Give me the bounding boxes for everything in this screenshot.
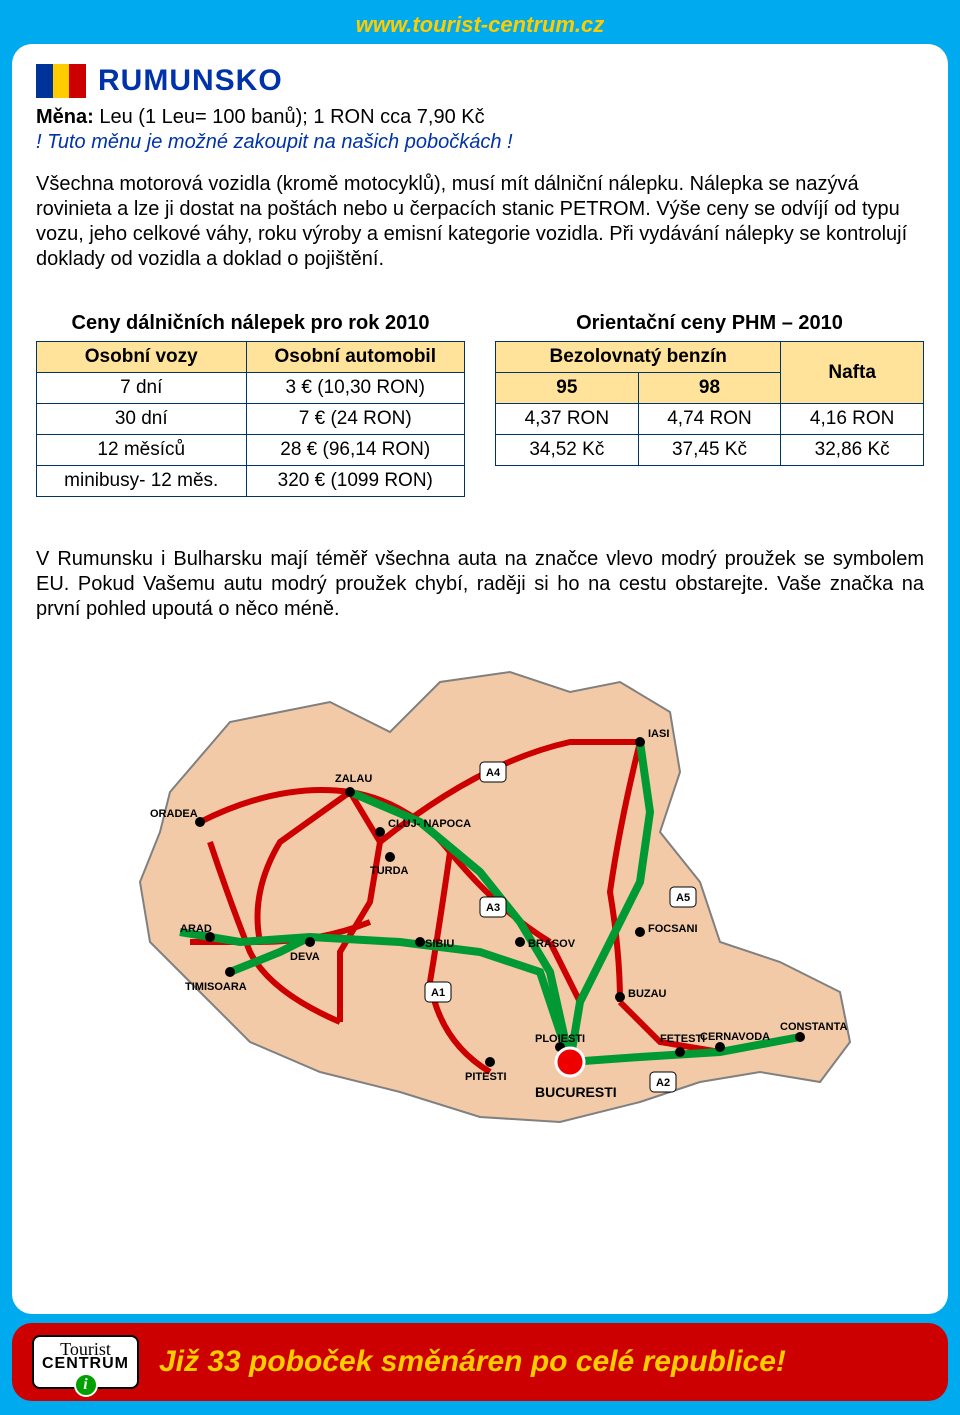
table2-sub-98: 98 [638,373,781,404]
romania-map: ORADEA ZALAU CLUJ- NAPOCA TURDA ARAD DEV… [36,642,924,1167]
svg-text:PLOIESTI: PLOIESTI [535,1033,585,1045]
svg-text:A2: A2 [656,1077,670,1089]
svg-text:BUCURESTI: BUCURESTI [535,1084,617,1100]
t1-cell: 7 dní [37,373,247,404]
svg-text:TIMISOARA: TIMISOARA [185,981,247,993]
table2-header-petrol: Bezolovnatý benzín [496,342,781,373]
t1-cell: 7 € (24 RON) [246,404,465,435]
t2-cell: 34,52 Kč [496,435,639,466]
t1-cell: 320 € (1099 RON) [246,466,465,497]
footer-slogan: Již 33 poboček směnáren po celé republic… [159,1345,786,1379]
header-url: www.tourist-centrum.cz [12,12,948,38]
table1-header-1: Osobní automobil [246,342,465,373]
t2-cell: 37,45 Kč [638,435,781,466]
svg-text:CONSTANTA: CONSTANTA [780,1021,847,1033]
svg-text:A4: A4 [486,767,501,779]
svg-text:ARAD: ARAD [180,923,212,935]
table1-header-0: Osobní vozy [37,342,247,373]
svg-text:CLUJ- NAPOCA: CLUJ- NAPOCA [388,818,471,830]
svg-text:A5: A5 [676,892,690,904]
table1-title: Ceny dálničních nálepek pro rok 2010 [36,312,465,335]
svg-text:BRASOV: BRASOV [528,938,576,950]
vignette-paragraph: Všechna motorová vozidla (kromě motocykl… [36,172,924,272]
t2-cell: 4,37 RON [496,404,639,435]
t2-cell: 4,74 RON [638,404,781,435]
svg-text:ZALAU: ZALAU [335,773,372,785]
svg-text:SIBIU: SIBIU [425,938,454,950]
t1-cell: 30 dní [37,404,247,435]
t1-cell: 3 € (10,30 RON) [246,373,465,404]
svg-text:IASI: IASI [648,728,669,740]
svg-text:A1: A1 [431,987,445,999]
currency-label: Měna: [36,106,94,128]
currency-info: Měna: Leu (1 Leu= 100 banů); 1 RON cca 7… [36,106,924,129]
fuel-prices-table: Bezolovnatý benzín Nafta 95 98 4,37 RON4… [495,341,924,466]
svg-text:FOCSANI: FOCSANI [648,923,698,935]
svg-text:BUZAU: BUZAU [628,988,667,1000]
table2-sub-95: 95 [496,373,639,404]
content-card: RUMUNSKO Měna: Leu (1 Leu= 100 banů); 1 … [12,44,948,1314]
svg-text:CERNAVODA: CERNAVODA [700,1031,770,1043]
t2-cell: 4,16 RON [781,404,924,435]
svg-text:ORADEA: ORADEA [150,808,198,820]
svg-text:TURDA: TURDA [370,865,409,877]
country-title: RUMUNSKO [98,64,283,98]
t1-cell: minibusy- 12 měs. [37,466,247,497]
vignette-prices-table: Osobní vozy Osobní automobil 7 dní3 € (1… [36,341,465,497]
purchase-note: ! Tuto měnu je možné zakoupit na našich … [36,131,924,154]
eu-plate-paragraph: V Rumunsku i Bulharsku mají téměř všechn… [36,547,924,622]
fuel-prices-block: Orientační ceny PHM – 2010 Bezolovnatý b… [495,312,924,497]
info-icon: i [74,1373,98,1397]
svg-text:FETESTI: FETESTI [660,1033,705,1045]
romania-flag-icon [36,64,86,98]
logo-line2: CENTRUM [42,1357,129,1371]
table2-title: Orientační ceny PHM – 2010 [495,312,924,335]
table2-header-diesel: Nafta [781,342,924,404]
t2-cell: 32,86 Kč [781,435,924,466]
svg-text:DEVA: DEVA [290,951,320,963]
t1-cell: 28 € (96,14 RON) [246,435,465,466]
vignette-prices-block: Ceny dálničních nálepek pro rok 2010 Oso… [36,312,465,497]
footer-bar: Tourist CENTRUM i Již 33 poboček směnáre… [12,1323,948,1401]
currency-value: Leu (1 Leu= 100 banů); 1 RON cca 7,90 Kč [94,106,485,128]
svg-text:A3: A3 [486,902,500,914]
t1-cell: 12 měsíců [37,435,247,466]
tourist-centrum-logo: Tourist CENTRUM i [32,1335,139,1390]
svg-text:PITESTI: PITESTI [465,1071,507,1083]
